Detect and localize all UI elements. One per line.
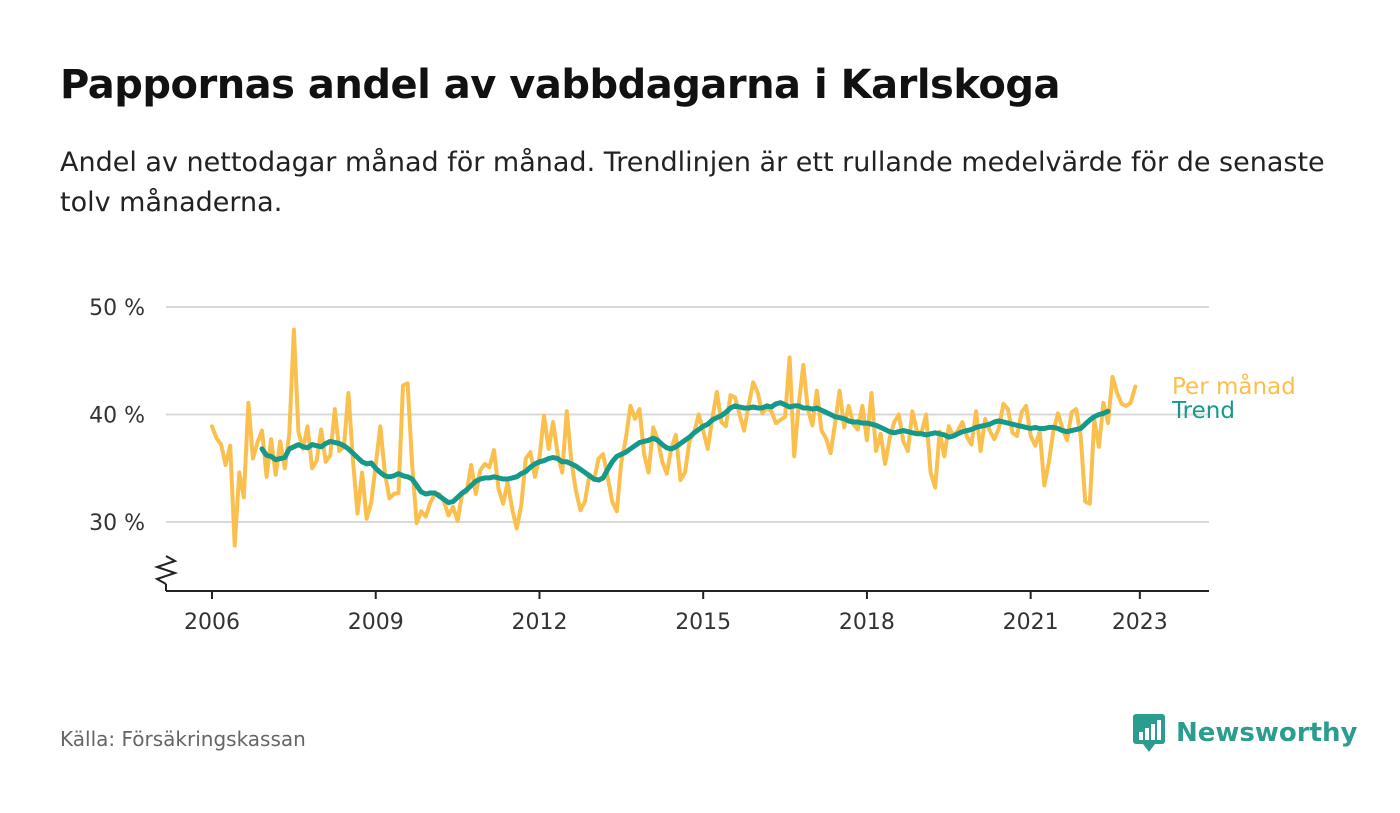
brand-name: Newsworthy (1176, 718, 1358, 748)
series-lines (210, 327, 1138, 548)
chart-title: Pappornas andel av vabbdagarna i Karlsko… (60, 62, 1060, 108)
series-label: Per månad (1172, 372, 1296, 400)
x-tick-label: 2009 (348, 610, 404, 635)
y-tick-label: 50 % (89, 296, 145, 321)
axis-break-icon (153, 555, 179, 585)
y-tick-label: 40 % (89, 404, 145, 429)
series-line-per-manad (210, 327, 1138, 548)
source-note: Källa: Försäkringskassan (60, 727, 306, 751)
x-tick-label: 2012 (511, 610, 567, 635)
chart-subtitle: Andel av nettodagar månad för månad. Tre… (60, 147, 1325, 218)
y-axis-tick-labels: 30 % 40 % 50 % (89, 296, 145, 536)
x-tick-label: 2006 (184, 610, 240, 635)
series-label: Trend (1171, 398, 1235, 424)
bar-chart-speech-bubble-icon (1133, 714, 1165, 752)
gridlines (166, 306, 1209, 523)
line-chart: 2006 2009 2012 2015 2018 2021 2023 30 % 40 % 50 … (89, 296, 1296, 635)
x-tick-label: 2023 (1112, 610, 1168, 635)
brand-logo[interactable]: Newsworthy (1132, 712, 1357, 754)
x-tick-label: 2021 (1003, 610, 1059, 635)
x-tick-label: 2018 (839, 610, 895, 635)
x-axis: 2006 2009 2012 2015 2018 2021 2023 (153, 555, 1209, 635)
y-tick-label: 30 % (89, 511, 145, 536)
series-line-trend (259, 400, 1111, 506)
x-tick-label: 2015 (675, 610, 731, 635)
